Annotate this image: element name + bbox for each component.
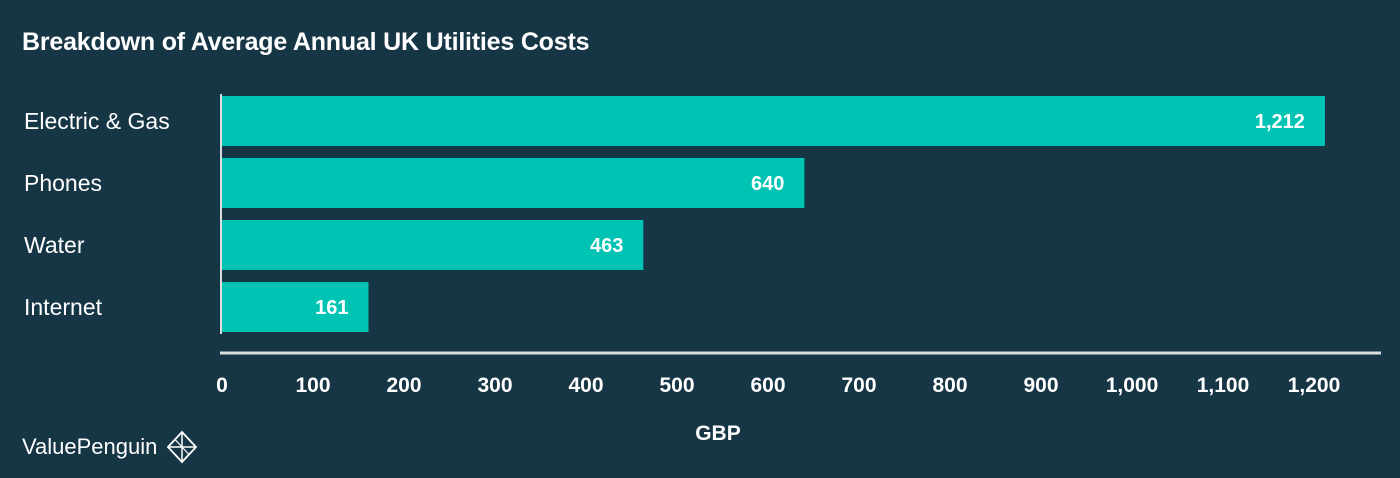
brand-footer: ValuePenguin bbox=[22, 430, 199, 464]
chart-title: Breakdown of Average Annual UK Utilities… bbox=[22, 28, 590, 56]
x-tick-label: 1,000 bbox=[1106, 374, 1159, 397]
x-tick-label: 400 bbox=[568, 374, 603, 397]
value-label: 1,212 bbox=[1255, 111, 1305, 133]
category-label: Water bbox=[24, 232, 85, 258]
bars-layer bbox=[222, 96, 1325, 332]
labels-layer: Electric & Gas 1,212 Phones 640 Water 463 Inte… bbox=[24, 108, 1305, 320]
value-label: 640 bbox=[751, 173, 784, 195]
x-tick-label: 500 bbox=[659, 374, 694, 397]
value-label: 463 bbox=[590, 235, 623, 257]
x-tick-label: 0 bbox=[216, 374, 228, 397]
value-label: 161 bbox=[315, 297, 348, 319]
category-label: Phones bbox=[24, 170, 102, 196]
x-tick-label: 700 bbox=[841, 374, 876, 397]
x-tick-label: 1,200 bbox=[1288, 374, 1341, 397]
x-tick-label: 900 bbox=[1023, 374, 1058, 397]
x-axis-title: GBP bbox=[695, 422, 741, 445]
bar-electric-gas bbox=[222, 96, 1325, 146]
x-tick-label: 100 bbox=[295, 374, 330, 397]
bar-internet bbox=[222, 282, 369, 332]
x-tick-label: 200 bbox=[386, 374, 421, 397]
valuepenguin-logo-icon bbox=[167, 430, 198, 464]
bar-water bbox=[222, 220, 644, 270]
x-tick-label: 300 bbox=[477, 374, 512, 397]
x-tick-label: 600 bbox=[750, 374, 785, 397]
category-label: Internet bbox=[24, 294, 103, 320]
category-label: Electric & Gas bbox=[24, 108, 170, 134]
brand-name: ValuePenguin bbox=[22, 434, 158, 459]
bar-phones bbox=[222, 158, 805, 208]
ticks-layer: 0 100 200 300 400 500 600 700 800 900 1,000 1,100 1,… bbox=[216, 374, 1340, 397]
x-tick-label: 1,100 bbox=[1197, 374, 1250, 397]
x-tick-label: 800 bbox=[932, 374, 967, 397]
